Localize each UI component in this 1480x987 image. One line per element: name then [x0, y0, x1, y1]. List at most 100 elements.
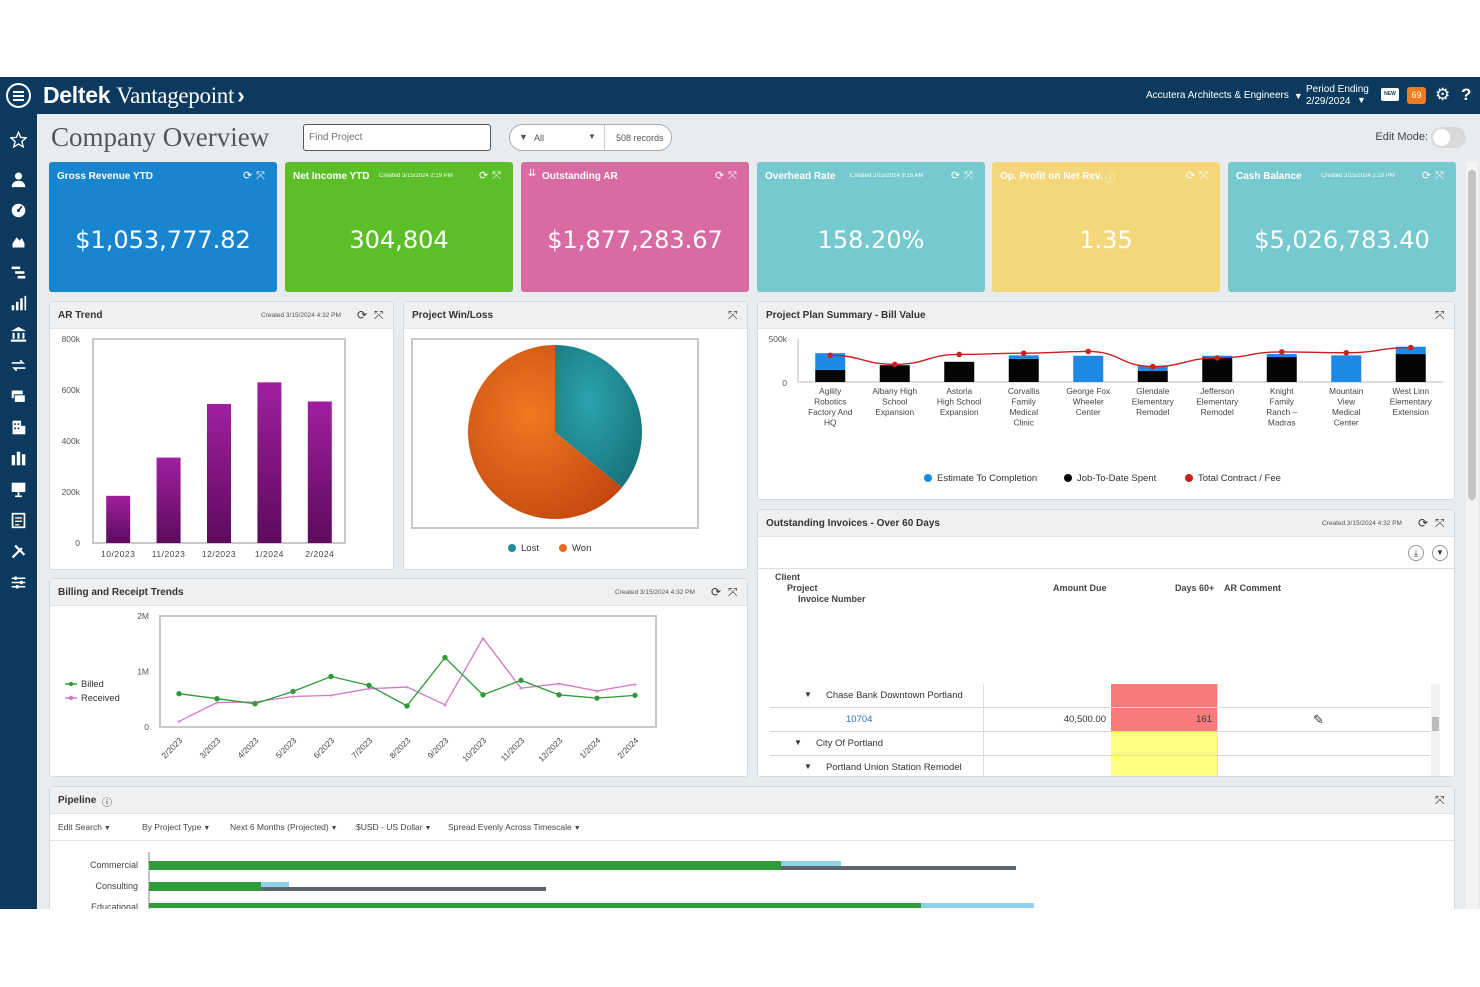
gear-icon[interactable]: ⚙	[1435, 85, 1451, 104]
chevron-down-icon: ▼	[101, 825, 111, 832]
y-tick-label: 0	[75, 538, 80, 548]
export-icon[interactable]: ⤓	[1408, 545, 1424, 561]
user-icon[interactable]	[0, 166, 37, 192]
kpi-value: $1,877,283.67	[547, 226, 723, 254]
info-icon[interactable]: ⓘ	[102, 798, 112, 809]
filter-icon[interactable]: ▼	[1432, 545, 1448, 561]
kpi-net-income[interactable]: Net Income YTD Created 3/15/2024 2:19 PM…	[285, 162, 513, 292]
expand-icon[interactable]: ⤧	[728, 585, 738, 599]
expand-icon[interactable]: ⤧	[374, 308, 384, 322]
legend-label: Total Contract / Fee	[1198, 473, 1281, 484]
column-header-project[interactable]: Project	[787, 583, 818, 593]
settings-sliders-icon[interactable]	[0, 569, 37, 595]
pipeline-control[interactable]: Next 6 Months (Projected) ▼	[230, 822, 338, 832]
dashboard-icon[interactable]	[0, 197, 37, 223]
period-selector[interactable]: Period Ending 2/29/2024	[1306, 77, 1369, 114]
bank-icon[interactable]	[0, 321, 37, 347]
x-tick-label: Madras	[1268, 418, 1296, 428]
period-value: 2/29/2024	[1306, 95, 1351, 107]
edit-comment-icon[interactable]: ✎	[1313, 712, 1324, 727]
presentation-icon[interactable]	[0, 476, 37, 502]
page-scrollbar[interactable]	[1466, 162, 1478, 909]
table-row[interactable]: ▼ Chase Bank Downtown Portland	[770, 684, 1430, 708]
pipeline-control[interactable]: Edit Search ▼	[58, 822, 111, 832]
record-filter[interactable]: ▼ All ▼ 508 records	[509, 124, 672, 151]
refresh-icon[interactable]: ⟳	[357, 308, 368, 322]
expand-icon[interactable]: ⤧	[1435, 516, 1445, 530]
column-header-comment[interactable]: AR Comment	[1224, 583, 1282, 593]
edit-mode-toggle[interactable]	[1431, 127, 1466, 148]
column-header-client[interactable]: Client	[775, 572, 801, 582]
whats-new-icon[interactable]: NEW	[1381, 88, 1399, 101]
panel-title: Outstanding Invoices - Over 60 Days	[766, 518, 940, 529]
pipeline-control[interactable]: Spread Evenly Across Timescale ▼	[448, 822, 581, 832]
building-icon[interactable]	[0, 414, 37, 440]
kpi-created: Created 3/15/2024 2:19 PM	[1321, 173, 1395, 179]
documents-icon[interactable]	[0, 507, 37, 533]
column-header-invoice[interactable]: Invoice Number	[798, 594, 866, 604]
kpi-overhead-rate[interactable]: Overhead Rate Created 3/15/2024 9:16 AM …	[757, 162, 985, 292]
pipeline-control[interactable]: By Project Type ▼	[142, 822, 210, 832]
expand-row-icon[interactable]: ▼	[794, 738, 802, 747]
ar-trend-chart: 800k 600k 400k 200k 0 10/2023 11/2023 12/2023 1/…	[62, 334, 346, 559]
bar-pipeline	[781, 866, 1016, 870]
refresh-icon[interactable]: ⟳⤧	[242, 170, 269, 182]
x-tick-label: Remodel	[1136, 407, 1169, 417]
find-project-input[interactable]	[303, 124, 491, 151]
info-icon[interactable]: ⓘ	[1105, 174, 1115, 185]
help-icon[interactable]: ?	[1461, 85, 1472, 104]
refresh-icon[interactable]: ⟳⤧	[478, 170, 505, 182]
kpi-op-profit[interactable]: Op. Profit on Net Rev. ⓘ ⟳⤧ 1.35	[992, 162, 1220, 292]
column-header-amount[interactable]: Amount Due	[1053, 583, 1107, 593]
company-selector[interactable]: Accutera Architects & Engineers ▼	[1146, 77, 1303, 114]
table-row[interactable]: ▼ Portland Union Station Remodel	[770, 756, 1430, 776]
refresh-icon[interactable]: ⟳⤧	[950, 170, 977, 182]
app-window: Deltek Vantagepoint › Accutera Architects…	[0, 77, 1480, 909]
invoice-number-link[interactable]: 10704	[846, 714, 873, 725]
expand-row-icon[interactable]: ▼	[804, 762, 812, 771]
bar-estimate	[1266, 354, 1297, 358]
refresh-icon[interactable]: ⟳⤧	[1185, 170, 1212, 182]
expand-row-icon[interactable]: ▼	[804, 690, 812, 699]
point-billed	[556, 692, 562, 698]
pipeline-control[interactable]: $USD - US Dollar ▼	[356, 822, 431, 832]
table-row[interactable]: ▼ City Of Portland	[770, 732, 1430, 756]
chevron-down-icon[interactable]: ▼	[1357, 95, 1366, 105]
kpi-outstanding-ar[interactable]: Outstanding AR ⇊ ⟳⤧ $1,877,283.67	[521, 162, 749, 292]
legend-swatch-dot	[68, 681, 74, 687]
kpi-gross-revenue[interactable]: Gross Revenue YTD ⟳⤧ $1,053,777.82	[49, 162, 277, 292]
scrollbar[interactable]	[1431, 684, 1440, 776]
legend-label: Billed	[81, 679, 104, 689]
refresh-icon[interactable]: ⟳⤧	[714, 170, 741, 182]
reports-icon[interactable]	[0, 290, 37, 316]
table-row[interactable]: 10704 40,500.00 161 ✎	[770, 708, 1430, 732]
point-received: +	[595, 687, 600, 696]
notification-badge[interactable]: 69	[1407, 87, 1426, 104]
expand-icon[interactable]: ⤧	[1435, 308, 1445, 322]
projects-icon[interactable]	[0, 259, 37, 285]
panel-header: AR Trend Created 3/15/2024 4:32 PM ⟳ ⤧	[50, 302, 393, 329]
bar-job-to-date	[1395, 354, 1426, 382]
brand-logo[interactable]: Deltek Vantagepoint ›	[43, 82, 245, 108]
billing-icon[interactable]	[0, 383, 37, 409]
kpi-cash-balance[interactable]: Cash Balance Created 3/15/2024 2:19 PM ⟳…	[1228, 162, 1456, 292]
x-tick-label: Robotics	[814, 397, 846, 407]
refresh-icon[interactable]: ⟳	[711, 585, 722, 599]
opportunities-icon[interactable]	[0, 228, 37, 254]
favorites-icon[interactable]	[0, 126, 37, 152]
tools-icon[interactable]	[0, 538, 37, 564]
point-received: +	[519, 684, 524, 693]
bar-pipeline	[261, 882, 289, 887]
transfer-icon[interactable]	[0, 352, 37, 378]
resources-icon[interactable]	[0, 445, 37, 471]
kpi-title: Net Income YTD	[293, 171, 370, 182]
refresh-icon[interactable]: ⟳	[1418, 516, 1429, 530]
expand-icon[interactable]: ⤧	[728, 308, 738, 322]
panel-header: Pipeline ⓘ ⤧	[50, 787, 1454, 814]
drilldown-icon[interactable]: ⇊	[528, 168, 537, 179]
refresh-icon[interactable]: ⟳⤧	[1421, 170, 1448, 182]
expand-icon[interactable]: ⤧	[1435, 793, 1445, 807]
menu-icon[interactable]	[6, 83, 31, 108]
bar-pipeline	[149, 887, 261, 891]
column-header-days[interactable]: Days 60+	[1175, 583, 1215, 593]
